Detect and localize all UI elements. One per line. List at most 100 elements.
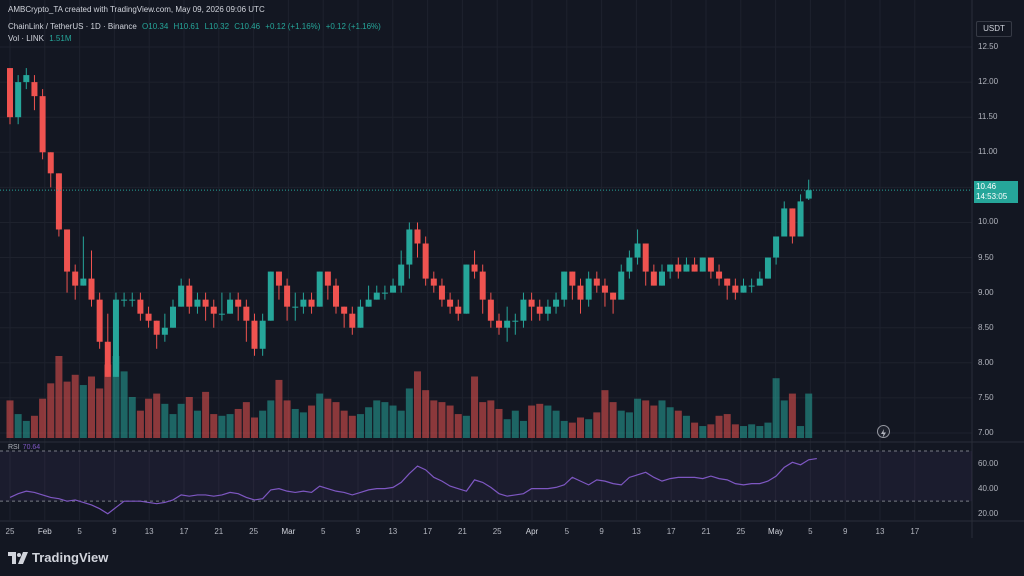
candle-body — [716, 271, 723, 279]
volume-bar — [438, 402, 446, 438]
volume-bar — [267, 400, 275, 438]
candle-body — [145, 313, 152, 321]
volume-bar — [634, 398, 642, 438]
volume-bar — [202, 391, 210, 438]
candle-body — [740, 285, 747, 293]
candle-body — [357, 306, 364, 328]
lightning-icon[interactable] — [877, 425, 890, 438]
volume-bar — [275, 379, 283, 438]
candle-body — [805, 190, 812, 199]
currency-unit-button[interactable]: USDT — [976, 21, 1012, 37]
time-tick-label: 13 — [144, 527, 154, 536]
volume-bar — [63, 381, 71, 438]
change-value: +0.12 (+1.16%) — [265, 22, 321, 31]
candle-body — [764, 257, 771, 279]
volume-bar — [14, 414, 22, 438]
rsi-tick-label: 60.00 — [978, 458, 999, 468]
volume-legend[interactable]: Vol · LINK 1.51M — [8, 34, 74, 43]
rsi-tick-label: 20.00 — [978, 508, 999, 518]
time-tick-label: 21 — [701, 527, 711, 536]
rsi-label: RSI — [8, 444, 20, 451]
candle-body — [593, 278, 600, 286]
volume-bar — [666, 407, 674, 438]
candle-body — [88, 278, 95, 300]
volume-bar — [324, 398, 332, 438]
candle-body — [373, 292, 380, 300]
candle-body — [129, 299, 136, 301]
candle-body — [275, 271, 282, 286]
time-tick-label: 5 — [564, 527, 570, 536]
volume-bar — [691, 422, 699, 438]
candle-body — [463, 264, 470, 314]
candle-body — [610, 292, 617, 300]
candle-body — [7, 68, 13, 118]
volume-bar — [193, 410, 201, 438]
rsi-value: 70.64 — [22, 444, 41, 451]
candle-body — [699, 257, 706, 272]
close-value: C10.46 — [234, 22, 261, 31]
volume-bar — [682, 415, 690, 438]
candle-body — [520, 299, 527, 321]
volume-bar — [552, 410, 560, 438]
symbol-legend[interactable]: ChainLink / TetherUS · 1D · Binance O10.… — [8, 22, 384, 31]
volume-bar — [145, 398, 153, 438]
current-price-value: 10.46 — [976, 182, 997, 191]
volume-bar — [519, 420, 527, 438]
time-tick-label: Feb — [37, 527, 52, 536]
price-tick-label: 12.50 — [978, 42, 999, 52]
volume-bar — [348, 415, 356, 438]
credit-line: AMBCrypto_TA created with TradingView.co… — [8, 5, 265, 14]
volume-bar — [642, 400, 650, 438]
volume-bar — [112, 356, 120, 438]
candle-body — [683, 264, 690, 272]
candle-body — [194, 299, 201, 307]
candle-body — [667, 264, 674, 272]
candle-body — [504, 320, 511, 328]
candle-body — [104, 341, 111, 377]
volume-bar — [422, 390, 430, 438]
time-tick-label: 17 — [423, 527, 433, 536]
volume-bar — [601, 390, 609, 438]
volume-bar — [699, 426, 707, 438]
symbol-name: ChainLink / TetherUS · 1D · Binance — [8, 22, 137, 31]
volume-bar — [528, 405, 536, 438]
price-tick-label: 10.00 — [978, 217, 999, 227]
volume-bar — [79, 385, 87, 438]
candle-body — [430, 278, 437, 286]
candle-body — [153, 320, 160, 335]
candle-body — [675, 264, 682, 272]
volume-bar — [405, 388, 413, 438]
candle-body — [170, 306, 176, 328]
volume-value: 1.51M — [49, 34, 72, 43]
candle-body — [732, 285, 739, 293]
volume-bar — [88, 376, 95, 438]
candle-body — [381, 292, 388, 294]
volume-bar — [308, 405, 316, 438]
current-price-label: 10.46 14:53:05 — [974, 181, 1018, 203]
rsi-legend[interactable]: RSI 70.64 — [8, 444, 40, 451]
candle-body — [626, 257, 633, 272]
volume-bar — [723, 414, 731, 438]
time-tick-label: 9 — [112, 527, 117, 536]
volume-bar — [6, 400, 14, 438]
price-tick-label: 11.00 — [978, 147, 998, 157]
volume-bar — [55, 356, 63, 438]
candle-body — [438, 285, 445, 300]
candle-body — [455, 306, 462, 314]
candle-body — [781, 208, 788, 237]
candle-body — [479, 271, 486, 300]
volume-bar — [242, 402, 250, 438]
candle-body — [31, 82, 38, 97]
candle-body — [553, 299, 560, 307]
low-value: L10.32 — [204, 22, 230, 31]
price-tick-label: 7.50 — [978, 392, 994, 402]
volume-bar — [471, 376, 479, 438]
volume-bar — [356, 414, 364, 438]
volume-bar — [136, 410, 144, 438]
volume-bar — [495, 408, 503, 438]
volume-bar — [577, 417, 584, 438]
time-tick-label: 5 — [808, 527, 813, 536]
candle-body — [414, 229, 421, 244]
rsi-line — [9, 457, 817, 515]
